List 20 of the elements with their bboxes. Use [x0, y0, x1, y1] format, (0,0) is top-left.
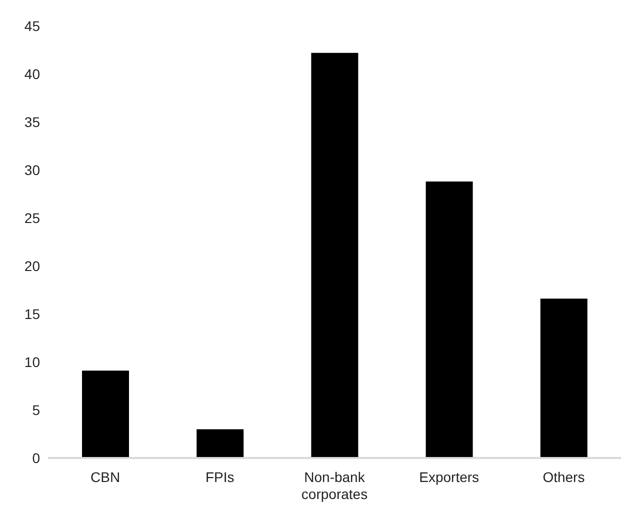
bar	[540, 298, 588, 458]
x-tick-label: Others	[542, 469, 585, 485]
x-tick-label: FPIs	[206, 469, 234, 485]
bar	[426, 182, 473, 458]
bar	[196, 429, 244, 458]
y-tick-label: 10	[24, 354, 40, 370]
y-tick-label: 5	[32, 402, 40, 418]
y-tick-label: 20	[24, 258, 40, 274]
y-tick-label: 35	[24, 114, 40, 130]
bar	[311, 52, 358, 458]
y-tick-label: 25	[24, 210, 40, 226]
x-tick-label: CBN	[90, 469, 120, 485]
y-tick-label: 15	[24, 306, 40, 322]
bar	[82, 370, 129, 458]
y-tick-label: 30	[24, 162, 40, 178]
y-tick-label: 0	[32, 450, 40, 466]
y-tick-label: 45	[24, 18, 40, 34]
x-tick-label: Non-bank corporates	[301, 469, 368, 502]
x-tick-label: Exporters	[419, 469, 480, 485]
y-tick-label: 40	[24, 66, 40, 82]
